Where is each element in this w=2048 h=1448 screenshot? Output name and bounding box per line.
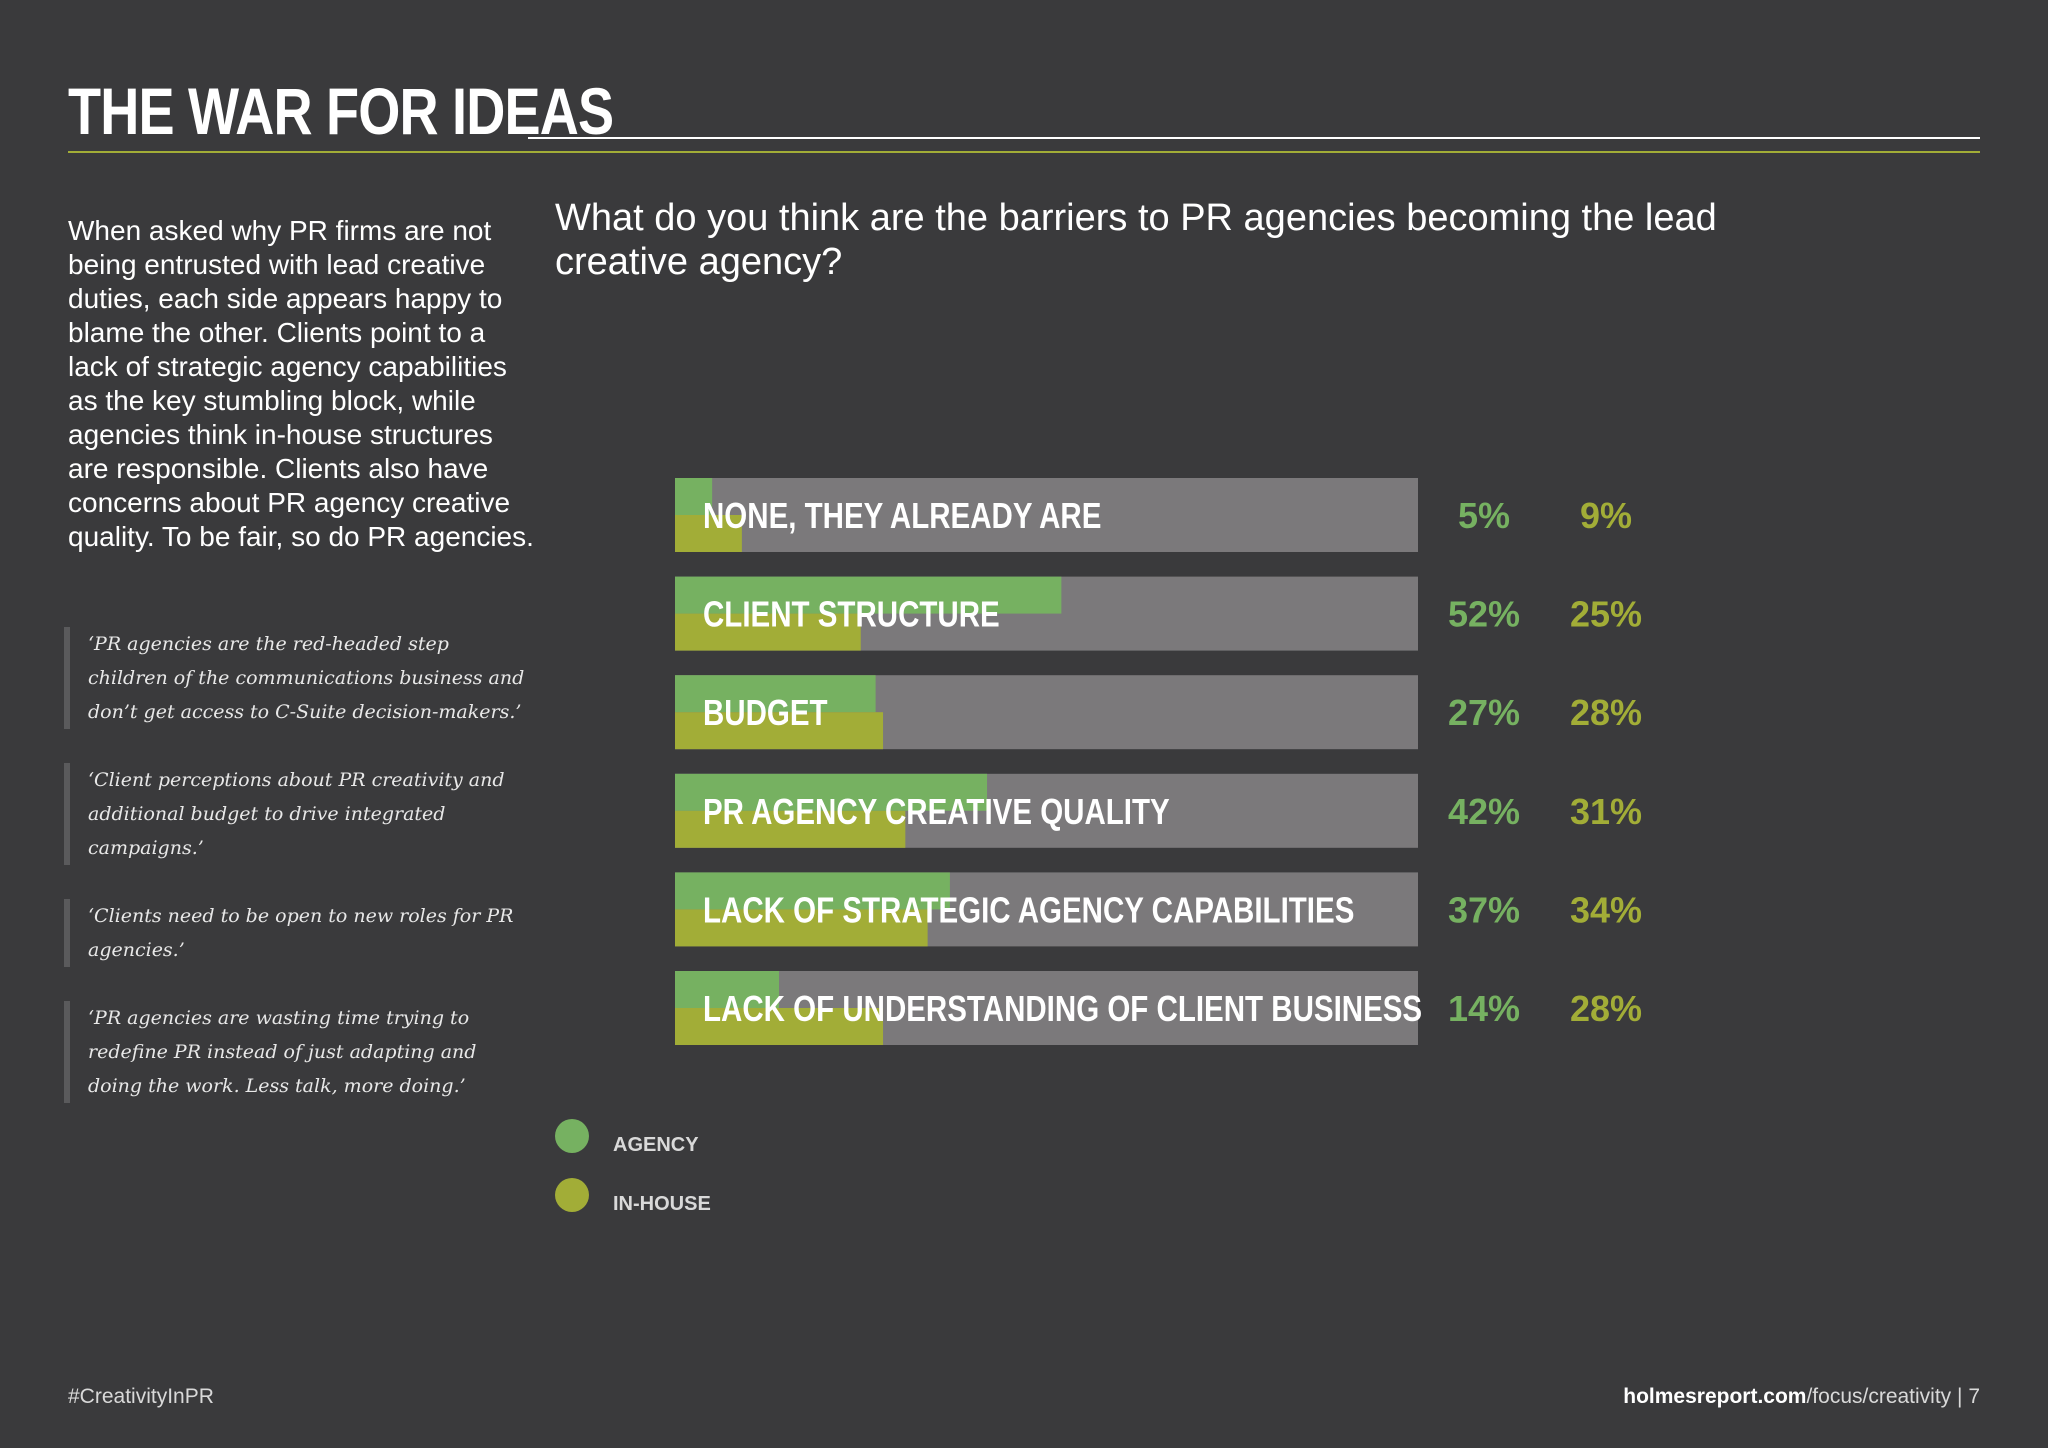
data-label-in-house: 28%: [1570, 692, 1642, 733]
quote-list: ‘PR agencies are the red-headed step chi…: [64, 627, 534, 1137]
data-label-agency: 14%: [1448, 988, 1520, 1029]
bar-label: NONE, THEY ALREADY ARE: [703, 495, 1101, 535]
intro-paragraph: When asked why PR firms are not being en…: [68, 215, 534, 552]
data-label-in-house: 25%: [1570, 594, 1642, 635]
bar-agency: [675, 773, 988, 811]
bar-agency: [675, 478, 713, 515]
data-label-agency: 27%: [1448, 692, 1520, 733]
data-label-in-house: 28%: [1570, 988, 1642, 1029]
quote-2: ‘Client perceptions about PR creativity …: [64, 763, 534, 865]
footer-separator: |: [1951, 1385, 1969, 1408]
data-label-agency: 37%: [1448, 889, 1520, 930]
quote-4: ‘PR agencies are wasting time trying to …: [64, 1001, 534, 1103]
bar-in-house: [675, 712, 884, 750]
chart-title: What do you think are the barriers to PR…: [555, 197, 1717, 283]
page-number: 7: [1968, 1385, 1980, 1408]
data-label-in-house: 31%: [1570, 791, 1642, 832]
bar-label: LACK OF UNDERSTANDING OF CLIENT BUSINESS: [703, 988, 1422, 1028]
data-label-agency: 5%: [1458, 495, 1510, 536]
bar-label: PR AGENCY CREATIVE QUALITY: [703, 791, 1170, 831]
site-link[interactable]: holmesreport.com: [1623, 1385, 1807, 1408]
bar-in-house: [675, 515, 742, 552]
title-rule: [528, 137, 1980, 139]
legend-swatch-in-house: [555, 1178, 589, 1212]
bar-in-house: [675, 810, 906, 848]
legend-swatch-agency: [555, 1119, 589, 1153]
data-label-in-house: 9%: [1580, 495, 1632, 536]
bar-in-house: [675, 909, 928, 947]
bar-agency: [675, 872, 950, 910]
data-label-agency: 52%: [1448, 594, 1520, 635]
site-path: /focus/creativity: [1806, 1385, 1952, 1408]
quote-1: ‘PR agencies are the red-headed step chi…: [64, 627, 534, 729]
bar-in-house: [675, 1008, 884, 1045]
bar-track: [675, 478, 1418, 552]
quote-3: ‘Clients need to be open to new roles fo…: [64, 899, 534, 967]
bar-in-house: [675, 613, 861, 651]
data-label-in-house: 34%: [1570, 889, 1642, 930]
header-divider: [68, 151, 1980, 153]
legend-label-in-house: IN-HOUSE: [613, 1193, 711, 1215]
bar-agency: [675, 675, 876, 713]
bar-agency: [675, 576, 1062, 614]
bar-label: BUDGET: [703, 692, 828, 732]
hashtag: #CreativityInPR: [68, 1385, 214, 1408]
footer-credit: holmesreport.com/focus/creativity | 7: [1623, 1385, 1980, 1409]
data-label-agency: 42%: [1448, 791, 1520, 832]
bar-label: CLIENT STRUCTURE: [703, 594, 1000, 634]
page-title: THE WAR FOR IDEAS: [68, 74, 614, 148]
legend-label-agency: AGENCY: [613, 1134, 699, 1156]
bar-agency: [675, 971, 780, 1008]
bar-label: LACK OF STRATEGIC AGENCY CAPABILITIES: [703, 890, 1354, 930]
